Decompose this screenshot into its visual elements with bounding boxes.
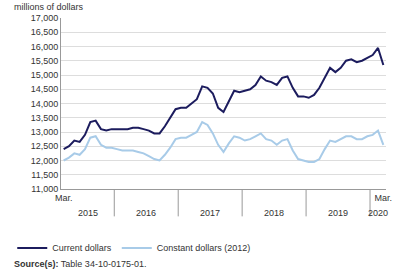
svg-text:2018: 2018 — [264, 208, 284, 218]
svg-text:Mar.: Mar. — [55, 193, 73, 203]
svg-text:11,000: 11,000 — [31, 184, 58, 194]
svg-text:millions of dollars: millions of dollars — [14, 2, 84, 12]
svg-text:Constant dollars (2012): Constant dollars (2012) — [157, 243, 251, 253]
svg-text:Mar.: Mar. — [375, 193, 393, 203]
svg-text:2020: 2020 — [368, 208, 388, 218]
svg-text:15,500: 15,500 — [31, 56, 59, 66]
svg-text:14,500: 14,500 — [31, 84, 59, 94]
svg-text:2015: 2015 — [78, 208, 98, 218]
svg-text:17,000: 17,000 — [31, 13, 59, 23]
svg-text:12,000: 12,000 — [31, 156, 59, 166]
svg-text:13,000: 13,000 — [31, 127, 59, 137]
svg-text:13,500: 13,500 — [31, 113, 59, 123]
svg-text:16,500: 16,500 — [31, 27, 59, 37]
svg-text:Current dollars: Current dollars — [52, 243, 112, 253]
svg-text:14,000: 14,000 — [31, 99, 59, 109]
svg-text:2017: 2017 — [200, 208, 220, 218]
svg-text:15,000: 15,000 — [31, 70, 59, 80]
svg-text:16,000: 16,000 — [31, 42, 59, 52]
svg-text:2016: 2016 — [136, 208, 156, 218]
svg-text:12,500: 12,500 — [31, 141, 59, 151]
svg-text:2019: 2019 — [328, 208, 348, 218]
svg-text:Source(s): Table 34-10-0175-01: Source(s): Table 34-10-0175-01. — [14, 259, 146, 269]
svg-text:11,500: 11,500 — [31, 170, 58, 180]
